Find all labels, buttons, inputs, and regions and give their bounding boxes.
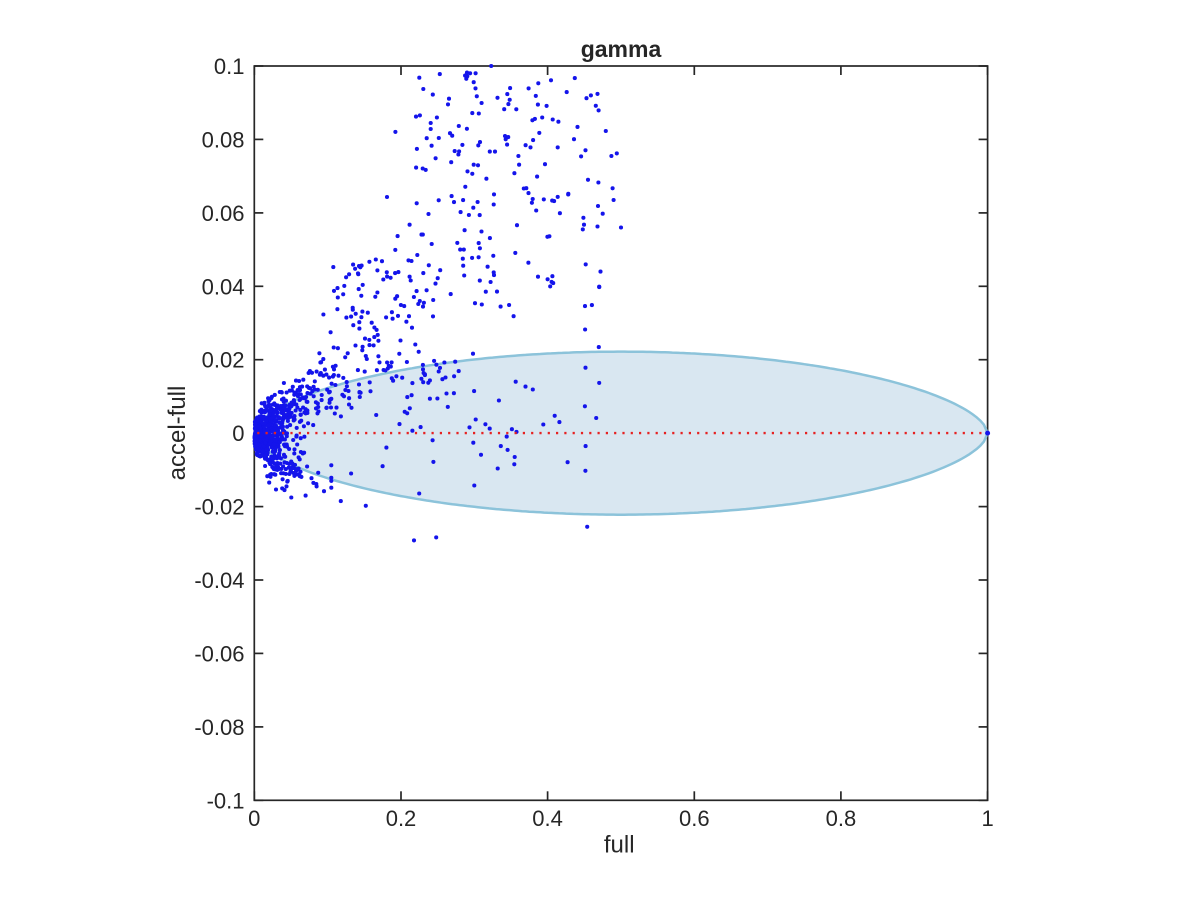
svg-text:0.2: 0.2 [386, 806, 417, 831]
svg-text:-0.1: -0.1 [207, 788, 245, 813]
svg-text:-0.02: -0.02 [194, 495, 244, 520]
svg-text:full: full [604, 832, 635, 859]
svg-text:-0.06: -0.06 [194, 641, 244, 666]
svg-text:accel-full: accel-full [164, 386, 191, 481]
svg-text:0.08: 0.08 [202, 127, 245, 152]
svg-text:0: 0 [232, 421, 244, 446]
svg-text:gamma: gamma [581, 36, 662, 62]
svg-text:-0.04: -0.04 [194, 568, 244, 593]
svg-text:0: 0 [248, 806, 260, 831]
svg-text:0.06: 0.06 [202, 201, 245, 226]
svg-text:0.04: 0.04 [202, 274, 245, 299]
svg-text:0.6: 0.6 [679, 806, 710, 831]
svg-text:1: 1 [981, 806, 993, 831]
svg-text:0.1: 0.1 [214, 54, 245, 79]
svg-text:0.4: 0.4 [532, 806, 563, 831]
svg-text:0.8: 0.8 [826, 806, 857, 831]
svg-text:0.02: 0.02 [202, 348, 245, 373]
svg-text:-0.08: -0.08 [194, 715, 244, 740]
